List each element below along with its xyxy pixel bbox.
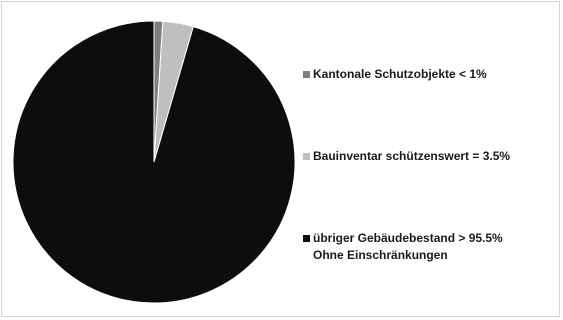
legend-label-bauinventar: Bauinventar schützenswert = 3.5% bbox=[313, 149, 511, 163]
legend-item-kantonale: Kantonale Schutzobjekte < 1% bbox=[303, 66, 487, 83]
legend-swatch-bauinventar bbox=[303, 153, 310, 160]
legend-label-kantonale: Kantonale Schutzobjekte < 1% bbox=[313, 67, 487, 81]
legend-label-uebriger: übriger Gebäudebestand > 95.5% bbox=[313, 231, 503, 245]
legend-swatch-uebriger bbox=[303, 235, 310, 242]
legend-swatch-kantonale bbox=[303, 71, 310, 78]
pie-slice-uebriger bbox=[12, 20, 296, 304]
legend: Kantonale Schutzobjekte < 1% Bauinventar… bbox=[303, 2, 561, 318]
legend-label-uebriger-line2: Ohne Einschränkungen bbox=[313, 248, 448, 262]
pie-chart bbox=[12, 20, 296, 304]
legend-item-bauinventar: Bauinventar schützenswert = 3.5% bbox=[303, 148, 510, 165]
legend-item-uebriger: übriger Gebäudebestand > 95.5% Ohne Eins… bbox=[303, 230, 503, 264]
